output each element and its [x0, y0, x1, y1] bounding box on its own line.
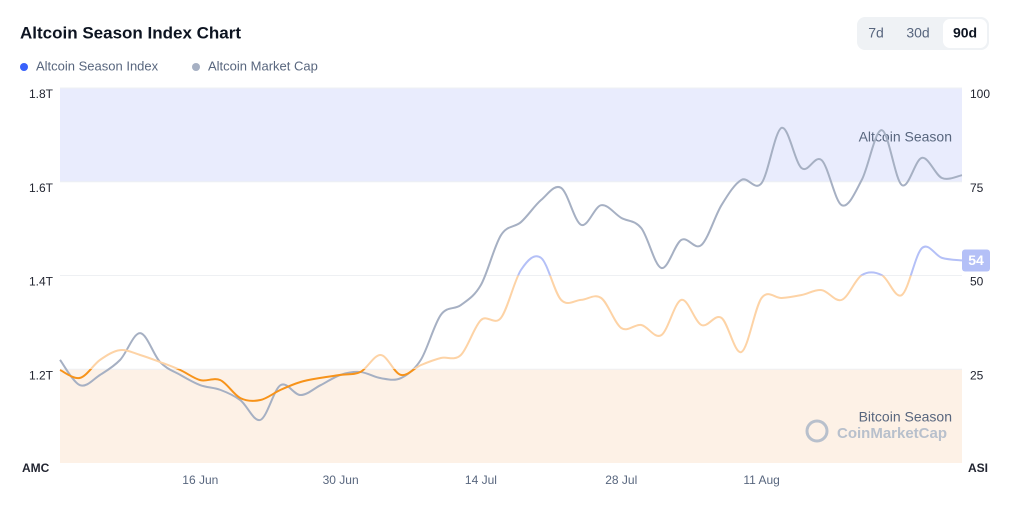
x-tick-label: 14 Jul	[465, 473, 497, 487]
y-axis-title: AMC	[22, 461, 50, 475]
season-band	[60, 369, 962, 463]
range-button[interactable]: 30d	[906, 25, 929, 41]
y2-tick-label: 100	[970, 87, 990, 101]
legend-marker	[192, 63, 200, 71]
x-tick-label: 16 Jun	[182, 473, 218, 487]
x-tick-label: 28 Jul	[605, 473, 637, 487]
y-tick-label: 1.4T	[29, 275, 54, 289]
band-label: Altcoin Season	[859, 129, 952, 145]
y-tick-label: 1.8T	[29, 87, 54, 101]
legend-marker	[20, 63, 28, 71]
y2-axis-title: ASI	[968, 461, 988, 475]
y2-tick-label: 75	[970, 181, 984, 195]
chart-title: Altcoin Season Index Chart	[20, 23, 241, 42]
series-line	[59, 245, 963, 402]
range-button-active[interactable]	[943, 19, 987, 48]
band-label: Bitcoin Season	[859, 409, 952, 425]
x-tick-label: 11 Aug	[743, 473, 779, 487]
range-button[interactable]: 90d	[953, 25, 977, 41]
series-line	[59, 126, 963, 421]
y-tick-label: 1.6T	[29, 181, 54, 195]
watermark-logo	[805, 419, 829, 443]
y2-tick-label: 25	[970, 368, 984, 382]
last-value-badge	[962, 249, 990, 272]
legend-label: Altcoin Season Index	[36, 58, 159, 73]
x-tick-label: 30 Jun	[323, 473, 359, 487]
last-value-label: 54	[968, 252, 984, 268]
y2-tick-label: 50	[970, 275, 984, 289]
legend-label: Altcoin Market Cap	[208, 58, 318, 73]
y-tick-label: 1.2T	[29, 368, 54, 382]
range-button[interactable]: 7d	[868, 25, 884, 41]
watermark: CoinMarketCap	[837, 425, 947, 442]
season-band	[60, 88, 962, 182]
